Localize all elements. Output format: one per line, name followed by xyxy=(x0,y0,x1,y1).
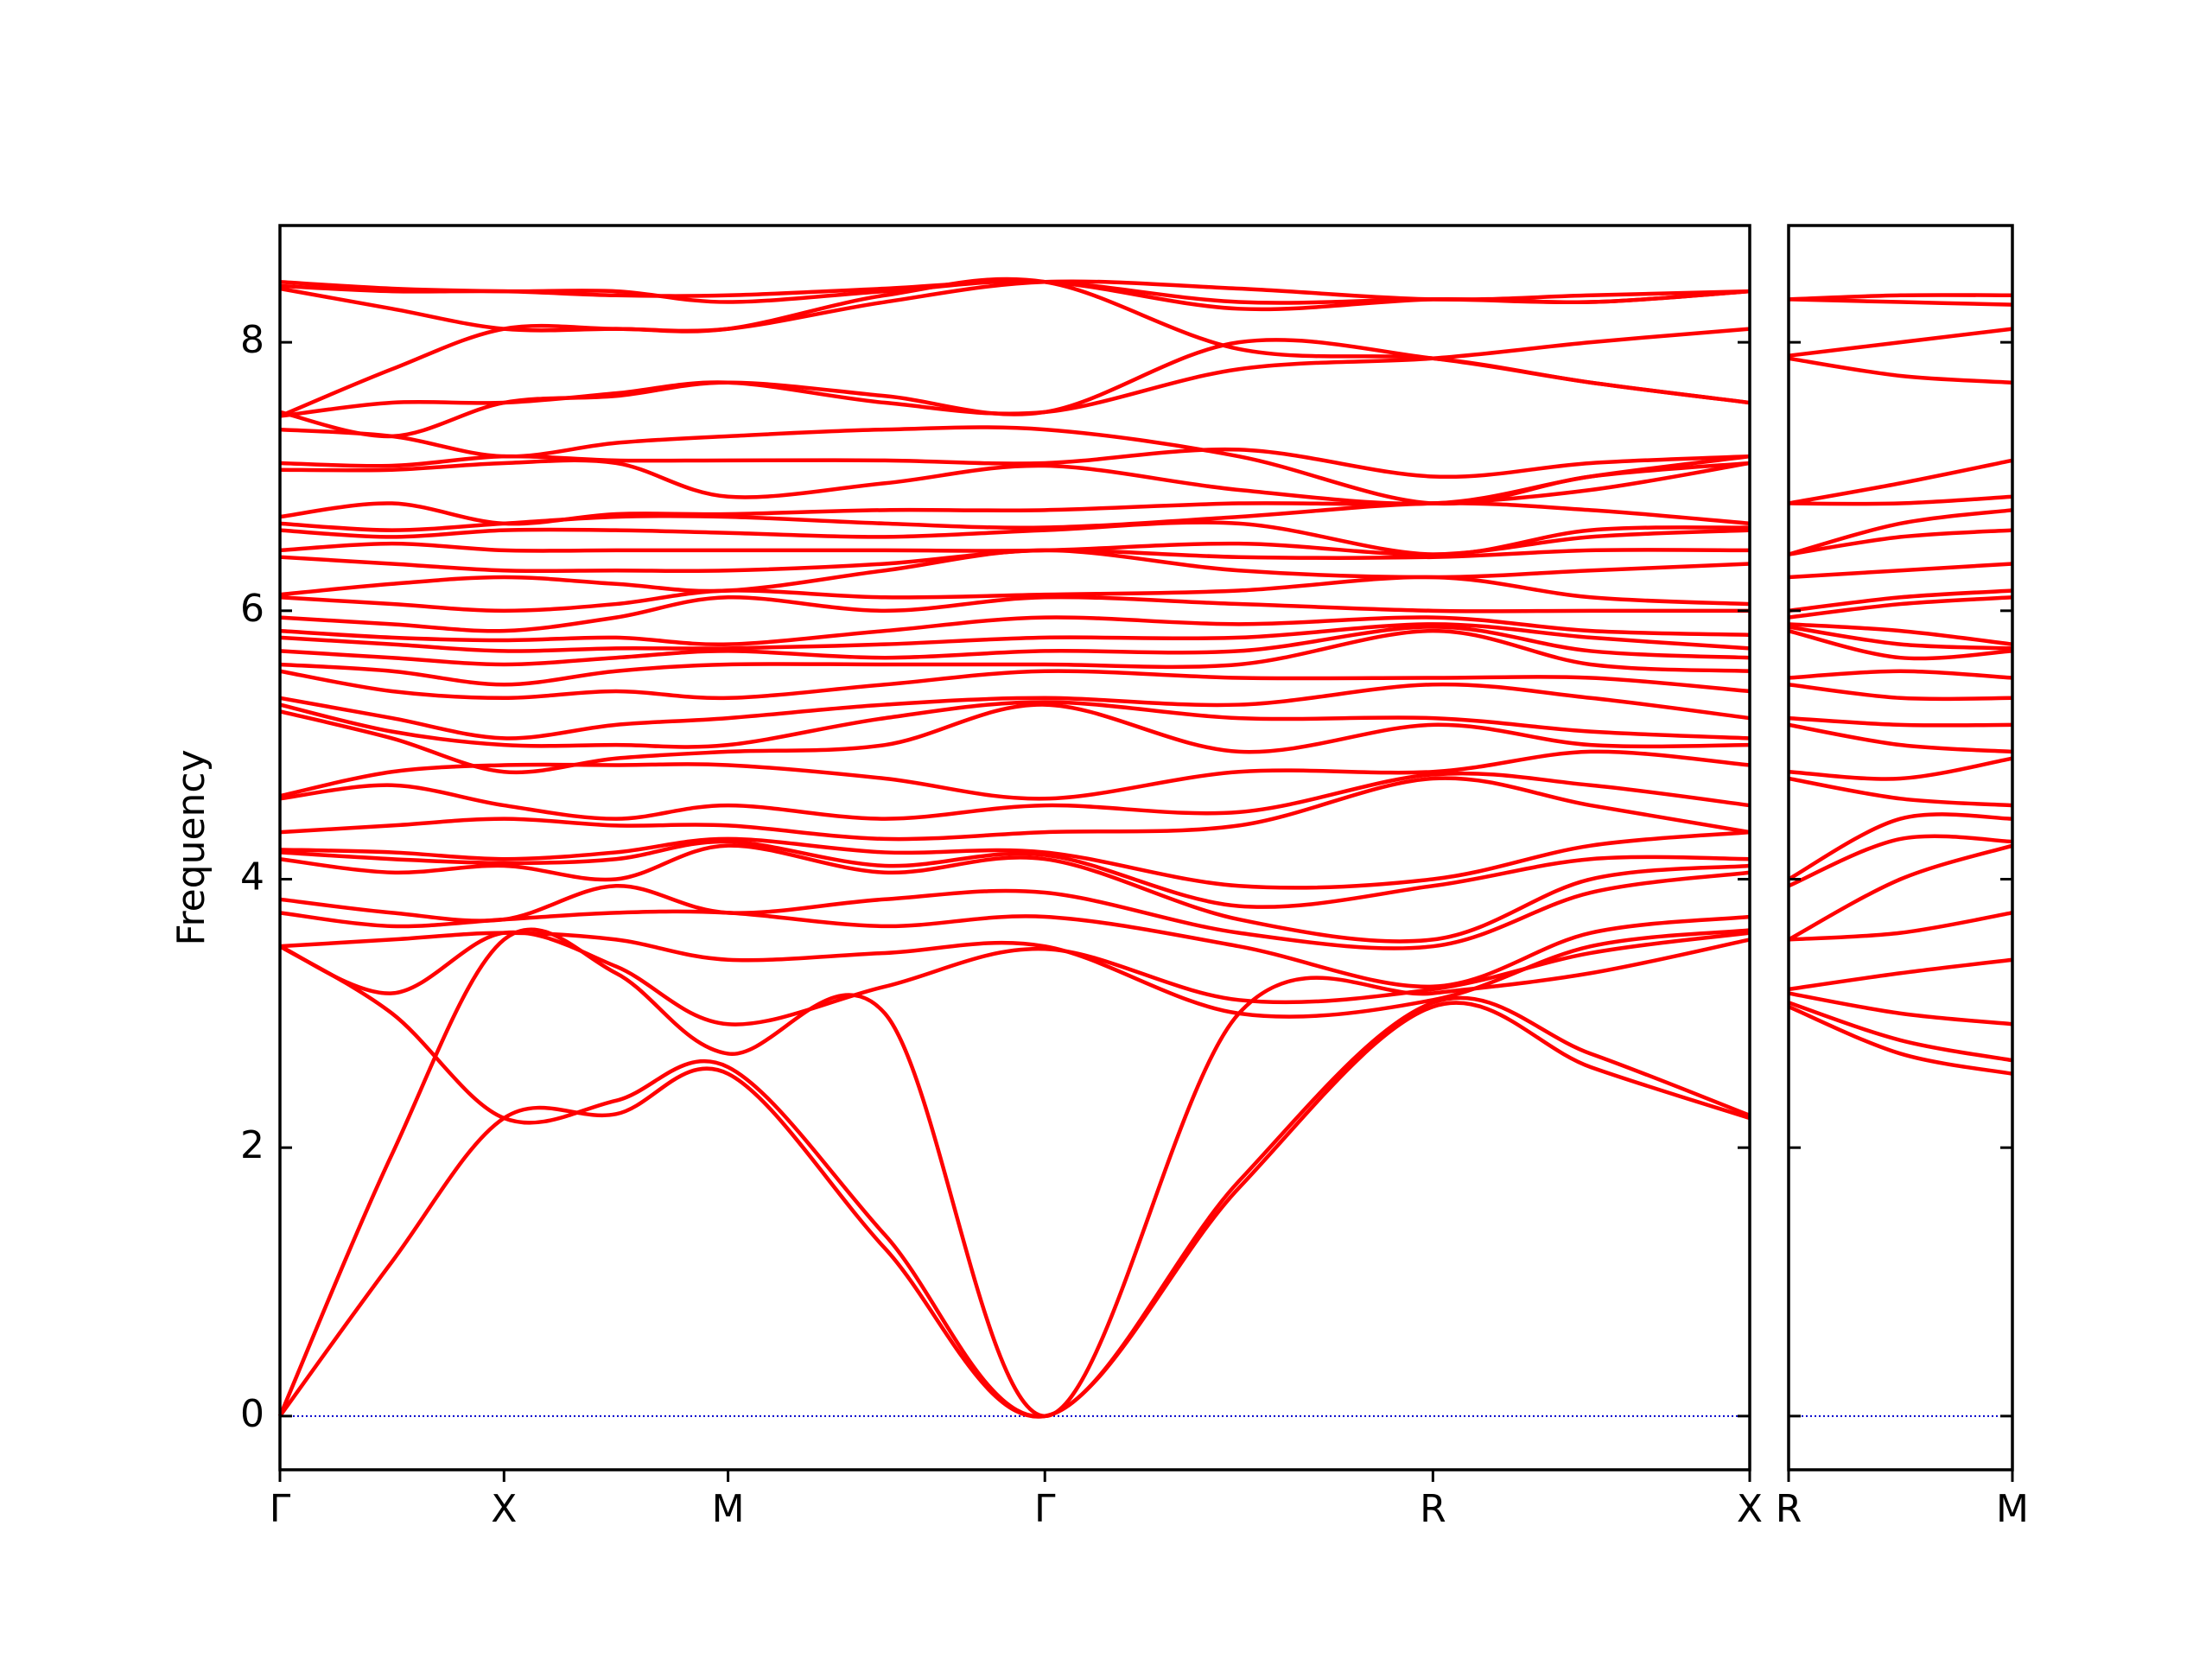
x-tick-label: R xyxy=(1420,1487,1446,1531)
band-line xyxy=(1788,588,2013,613)
band-line xyxy=(279,279,1751,312)
band-line xyxy=(279,702,1751,775)
y-tick-label: 0 xyxy=(240,1392,264,1436)
band-line xyxy=(279,930,1751,1027)
band-line xyxy=(279,628,1751,687)
band-line xyxy=(279,870,1751,950)
band-line xyxy=(1788,297,2013,307)
band-line xyxy=(1788,756,2013,781)
band-line xyxy=(1788,834,2013,888)
band-line xyxy=(1788,622,2013,646)
band-line xyxy=(279,425,1751,506)
band-line xyxy=(1788,669,2013,680)
x-tick-label: Γ xyxy=(1034,1487,1056,1531)
band-line xyxy=(279,700,1751,749)
y-tick-label: 2 xyxy=(240,1123,264,1167)
band-line xyxy=(1788,991,2013,1027)
band-line xyxy=(279,279,1751,334)
band-line xyxy=(279,520,1751,556)
y-axis-label: Frequency xyxy=(169,749,213,945)
band-line xyxy=(279,615,1751,647)
band-line xyxy=(1788,458,2013,505)
y-tick-label: 4 xyxy=(240,855,264,899)
x-tick-label: R xyxy=(1776,1487,1802,1531)
band-line xyxy=(1788,715,2013,728)
band-line xyxy=(279,843,1751,944)
band-line xyxy=(279,548,1751,597)
band-line xyxy=(1788,1005,2013,1076)
band-line xyxy=(1788,562,2013,580)
plot-frame xyxy=(1787,224,2014,1471)
band-line xyxy=(1788,683,2013,702)
band-line xyxy=(1788,508,2013,556)
band-line xyxy=(279,575,1751,613)
band-line xyxy=(279,928,1751,1019)
band-line xyxy=(279,669,1751,701)
band-line xyxy=(279,338,1751,439)
band-line xyxy=(1788,293,2013,302)
band-line xyxy=(279,625,1751,667)
band-line xyxy=(279,749,1751,801)
band-line xyxy=(279,839,1751,909)
band-line xyxy=(1788,722,2013,754)
band-line xyxy=(1788,628,2013,661)
x-tick-label: Γ xyxy=(270,1487,291,1531)
band-line xyxy=(279,594,1750,633)
band-line xyxy=(279,501,1751,532)
band-line xyxy=(279,830,1751,890)
band-line xyxy=(1788,327,2013,358)
x-tick-label: X xyxy=(1737,1487,1763,1531)
band-line xyxy=(279,771,1751,821)
x-tick-label: M xyxy=(1996,1487,2029,1531)
band-line xyxy=(279,622,1751,653)
band-line xyxy=(278,944,1751,1419)
band-line xyxy=(1788,595,2013,620)
plot-frame xyxy=(278,224,1751,1471)
band-line xyxy=(279,682,1751,741)
band-line xyxy=(1787,843,2013,942)
band-line xyxy=(1788,911,2013,942)
band-line xyxy=(1787,812,2013,881)
y-tick-label: 8 xyxy=(240,318,264,362)
band-line xyxy=(1788,1001,2013,1063)
band-line xyxy=(1788,957,2013,992)
band-line xyxy=(279,548,1751,574)
band-line xyxy=(1788,356,2013,385)
x-tick-label: X xyxy=(491,1487,517,1531)
band-line xyxy=(1788,776,2013,808)
band-line xyxy=(279,461,1751,526)
x-tick-label: M xyxy=(712,1487,745,1531)
band-line xyxy=(1788,625,2013,651)
band-line xyxy=(1788,528,2013,556)
band-line xyxy=(279,776,1751,842)
band-line xyxy=(278,1001,1751,1419)
band-line xyxy=(277,927,1751,1419)
band-line xyxy=(1788,494,2013,506)
y-tick-label: 6 xyxy=(240,587,264,631)
band-line xyxy=(279,454,1751,506)
